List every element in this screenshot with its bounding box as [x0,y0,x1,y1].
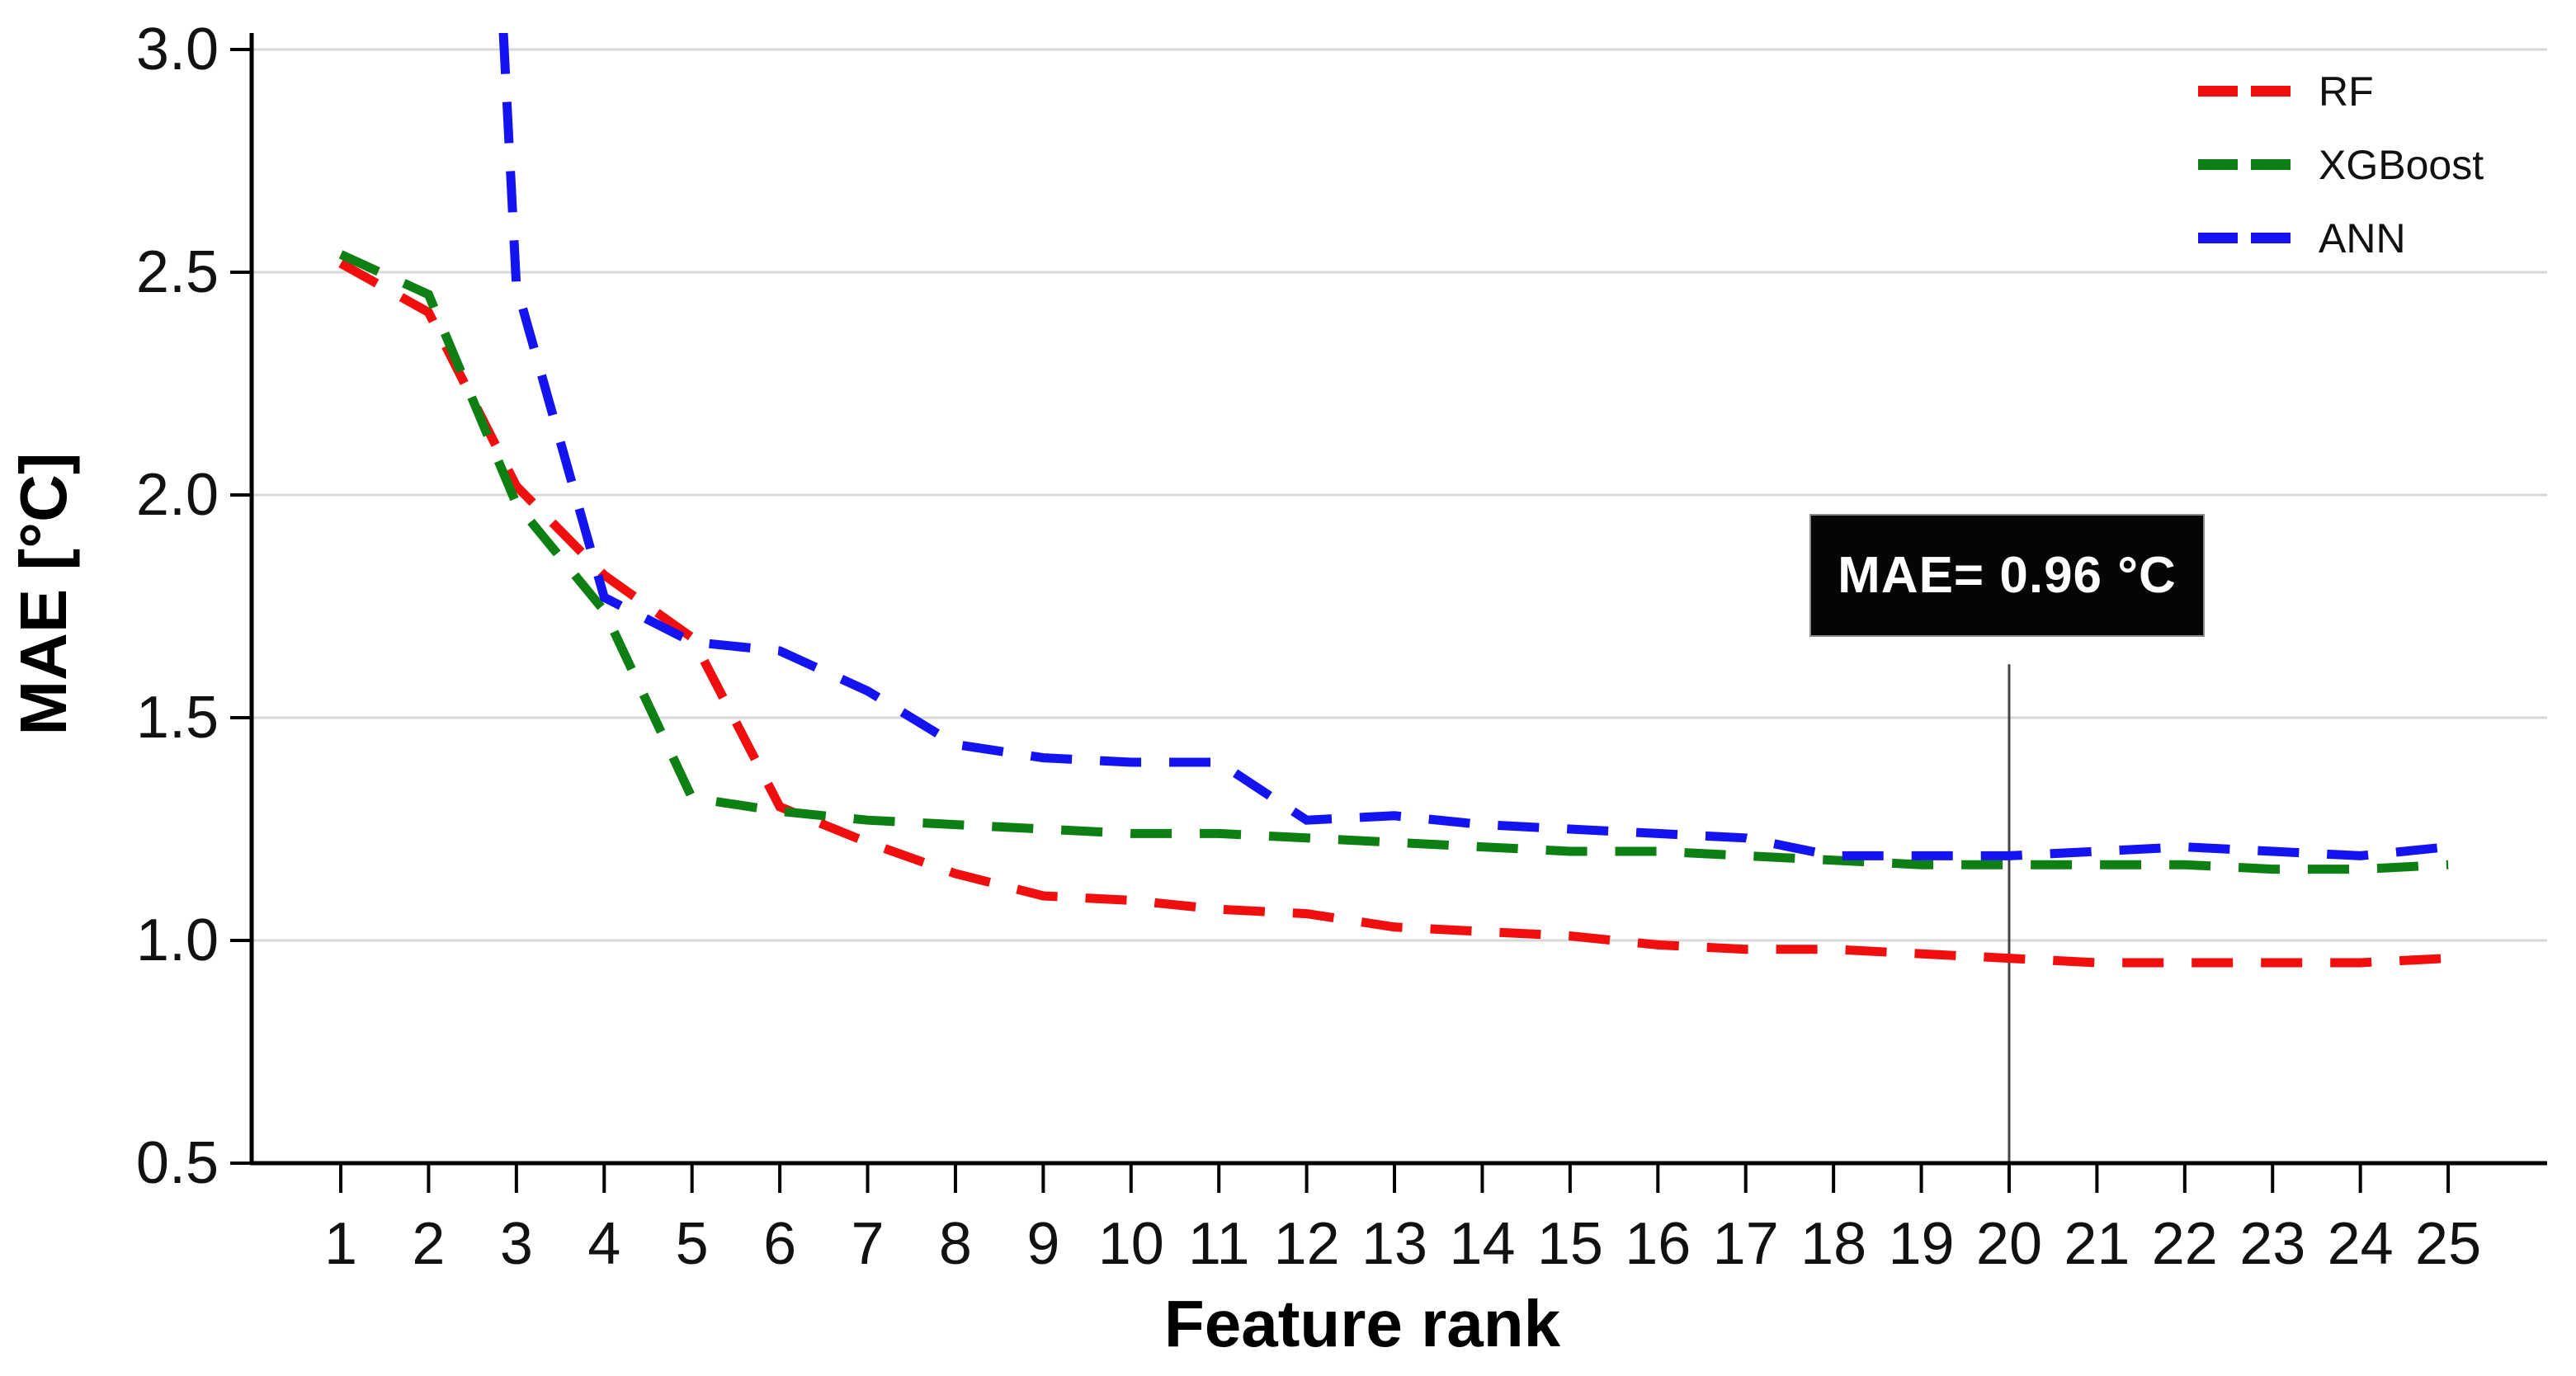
legend-item-rf: RF [2198,54,2484,128]
x-tick-label: 9 [1026,1211,1059,1277]
y-tick-label: 1.0 [136,907,219,973]
rf-dash-swatch [2198,86,2291,97]
series-rf [338,259,2449,968]
x-tick-label: 1 [324,1211,357,1277]
x-tick-label: 13 [1361,1211,1427,1277]
x-tick-label: 15 [1537,1211,1603,1277]
legend-item-ann: ANN [2198,201,2484,275]
x-tick-label: 5 [676,1211,709,1277]
x-tick-label: 4 [587,1211,620,1277]
y-tick-label: 1.5 [136,685,219,751]
y-tick-label: 2.5 [136,239,219,305]
x-tick-label: 17 [1713,1211,1779,1277]
x-tick-label: 24 [2328,1211,2394,1277]
x-tick-label: 10 [1098,1211,1164,1277]
xgboost-dash-swatch [2198,159,2291,170]
x-tick-label: 19 [1889,1211,1955,1277]
mae-annotation-box: MAE= 0.96 °C [1809,514,2205,637]
x-tick-label: 12 [1274,1211,1340,1277]
x-tick-label: 22 [2152,1211,2218,1277]
series-lines [338,33,2449,968]
y-tick-label: 3.0 [136,16,219,82]
legend-item-xgboost: XGBoost [2198,128,2484,201]
x-tick-label: 20 [1976,1211,2042,1277]
x-tick-label: 23 [2239,1211,2305,1277]
gridlines [252,48,2547,942]
x-tick-label: 16 [1625,1211,1691,1277]
y-axis-label: MAE [°C] [7,452,80,735]
x-tick-label: 7 [851,1211,884,1277]
x-tick-label: 21 [2064,1211,2130,1277]
legend-label-ann: ANN [2319,214,2406,262]
legend: RF XGBoost ANN [2198,54,2484,275]
x-tick-label: 14 [1449,1211,1515,1277]
y-tick-label: 0.5 [136,1130,219,1196]
mae-annotation-text: MAE= 0.96 °C [1838,547,2177,604]
series-ann [498,33,2449,860]
x-axis-label: Feature rank [1164,1287,1561,1360]
legend-label-xgboost: XGBoost [2319,141,2484,188]
x-tick-label: 8 [939,1211,972,1277]
x-tick-label: 18 [1800,1211,1866,1277]
x-tick-label: 25 [2415,1211,2481,1277]
x-tick-label: 6 [763,1211,796,1277]
ann-dash-swatch [2198,233,2291,243]
legend-label-rf: RF [2319,68,2374,115]
x-tick-label: 11 [1188,1211,1250,1277]
axes: 0.51.01.52.02.53.01 2 3 4 5 6 7 8 9 10 11 12 13 14 15 1… [136,16,2547,1277]
x-tick-label: 2 [412,1211,445,1277]
x-tick-label: 3 [500,1211,533,1277]
y-tick-label: 2.0 [136,462,219,528]
